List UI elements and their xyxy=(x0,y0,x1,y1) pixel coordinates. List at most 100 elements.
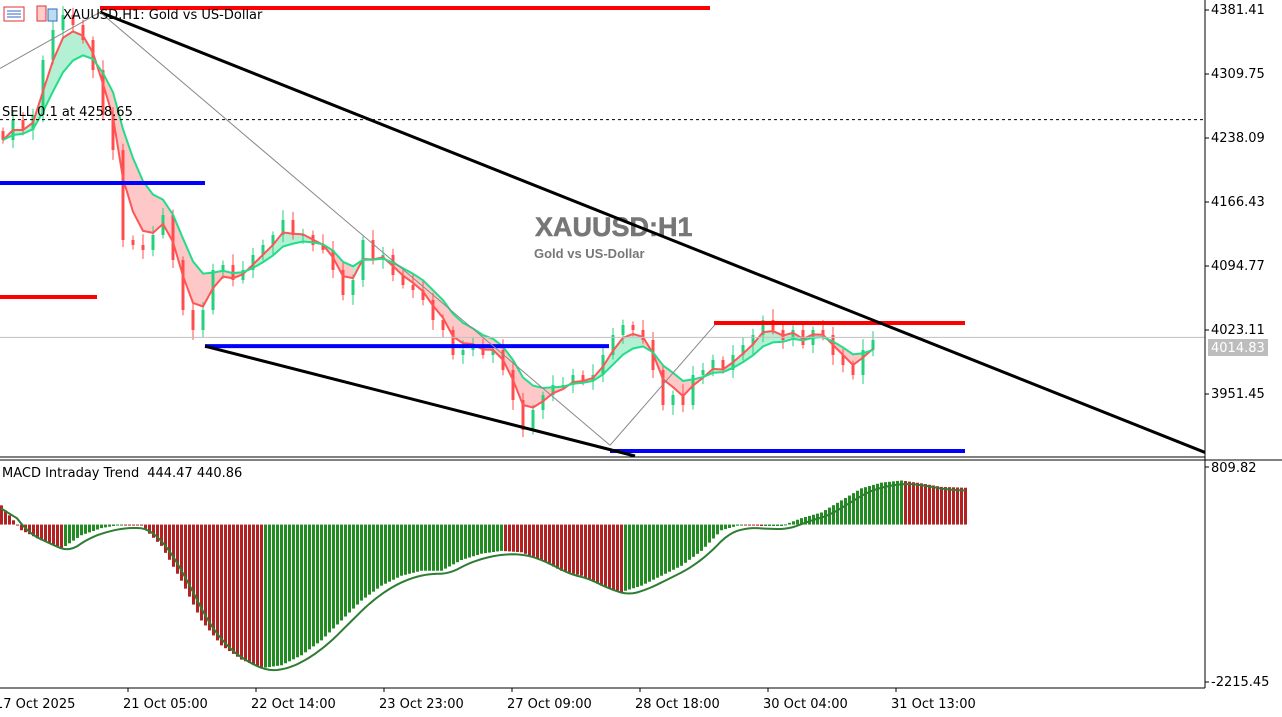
macd-histogram-bar xyxy=(80,524,83,536)
macd-pane xyxy=(0,480,967,672)
ma-cloud-segment xyxy=(183,238,193,303)
ma-cloud-segment xyxy=(733,353,743,368)
macd-histogram-bar xyxy=(260,524,263,669)
macd-histogram-bar xyxy=(524,524,527,554)
ma-cloud-segment xyxy=(273,232,283,256)
macd-histogram-bar xyxy=(388,524,391,582)
trendline[interactable] xyxy=(0,11,101,69)
candle xyxy=(151,226,155,257)
candle xyxy=(271,231,275,255)
macd-histogram-bar xyxy=(608,524,611,589)
price-axis[interactable]: 4381.41 4309.75 4238.09 4166.43 4094.77 4023.… xyxy=(1205,3,1265,402)
macd-histogram-bar xyxy=(428,524,431,571)
current-price-tag xyxy=(1208,339,1268,356)
macd-histogram-bar xyxy=(500,524,503,551)
macd-histogram-bar xyxy=(12,520,15,525)
macd-histogram-bar xyxy=(832,505,835,525)
macd-histogram-bar xyxy=(644,524,647,584)
candle xyxy=(611,327,615,360)
trendline[interactable] xyxy=(204,344,636,458)
macd-histogram-bar xyxy=(628,524,631,590)
candle xyxy=(101,60,105,121)
macd-histogram-bar xyxy=(268,524,271,667)
trendline[interactable] xyxy=(99,11,611,446)
macd-histogram-bar xyxy=(140,524,143,526)
macd-histogram-bar xyxy=(728,524,731,528)
macd-histogram-bar xyxy=(432,524,435,571)
macd-histogram-bar xyxy=(852,493,855,525)
macd-histogram-bar xyxy=(244,524,247,662)
macd-histogram-bar xyxy=(680,524,683,566)
macd-histogram-bar xyxy=(748,524,751,526)
macd-histogram-bar xyxy=(836,502,839,525)
macd-histogram-bar xyxy=(956,487,959,525)
macd-histogram-bar xyxy=(844,497,847,525)
candle xyxy=(21,111,25,136)
chart-type-icon[interactable] xyxy=(36,5,58,22)
macd-histogram-bar xyxy=(704,524,707,547)
macd-histogram-bar xyxy=(92,524,95,531)
macd-histogram-bar xyxy=(848,495,851,525)
ma-cloud-segment xyxy=(193,261,203,307)
macd-histogram-bar xyxy=(404,524,407,575)
macd-histogram-bar xyxy=(584,524,587,578)
candle xyxy=(751,328,755,355)
time-axis[interactable]: 17 Oct 2025 21 Oct 05:00 22 Oct 14:00 23 Oc… xyxy=(0,688,976,712)
macd-histogram-bar xyxy=(172,524,175,567)
macd-histogram-bar xyxy=(84,524,87,534)
macd-histogram-bar xyxy=(620,524,623,593)
macd-histogram-bar xyxy=(356,524,359,605)
macd-histogram-bar xyxy=(580,524,583,576)
macd-histogram-bar xyxy=(288,524,291,662)
macd-histogram-bar xyxy=(364,524,367,598)
macd-histogram-bar xyxy=(232,524,235,654)
ma-cloud-segment xyxy=(53,37,63,92)
ma-cloud-segment xyxy=(513,359,523,405)
candle xyxy=(231,254,235,287)
candle xyxy=(871,331,875,357)
macd-histogram-bar xyxy=(936,486,939,525)
macd-histogram-bar xyxy=(124,524,127,526)
macd-histogram-bar xyxy=(924,484,927,525)
macd-histogram-bar xyxy=(384,524,387,584)
candle xyxy=(681,384,685,413)
ma-cloud-segment xyxy=(43,60,53,112)
price-tick-label: 4166.43 xyxy=(1211,195,1265,210)
candle xyxy=(171,209,175,269)
fast-ma-line xyxy=(2,30,874,409)
candle xyxy=(791,322,795,347)
macd-histogram-bar xyxy=(400,524,403,576)
ma-cloud-segment xyxy=(683,379,693,397)
macd-histogram-bar xyxy=(708,524,711,543)
macd-histogram-bar xyxy=(216,524,219,641)
candle xyxy=(571,368,575,394)
macd-histogram-bar xyxy=(612,524,615,590)
macd-histogram-bar xyxy=(96,524,99,530)
macd-histogram-bar xyxy=(860,488,863,525)
macd-histogram-bar xyxy=(928,484,931,525)
macd-histogram-bar xyxy=(868,486,871,525)
macd-histogram-bar xyxy=(348,524,351,613)
macd-histogram-bar xyxy=(776,524,779,526)
macd-histogram-bar xyxy=(476,524,479,555)
macd-histogram-bar xyxy=(588,524,591,580)
price-tick-label: 3951.45 xyxy=(1211,387,1265,402)
trendline[interactable] xyxy=(99,10,1206,454)
macd-histogram-bar xyxy=(448,524,451,567)
ma-cloud-segment xyxy=(423,280,433,306)
macd-histogram-bar xyxy=(864,487,867,525)
macd-histogram-bar xyxy=(120,524,123,526)
macd-histogram-bar xyxy=(392,524,395,580)
slow-ma-line xyxy=(2,54,874,389)
macd-histogram-bar xyxy=(736,524,739,526)
macd-histogram-bar xyxy=(528,524,531,556)
macd-histogram-bar xyxy=(248,524,251,663)
macd-histogram-bar xyxy=(540,524,543,561)
macd-histogram-bar xyxy=(272,524,275,667)
trendline[interactable] xyxy=(609,324,716,446)
candle xyxy=(841,348,845,373)
macd-histogram-bar xyxy=(768,524,771,526)
menu-icon[interactable] xyxy=(3,6,25,22)
price-tick-label: 4238.09 xyxy=(1211,131,1265,146)
